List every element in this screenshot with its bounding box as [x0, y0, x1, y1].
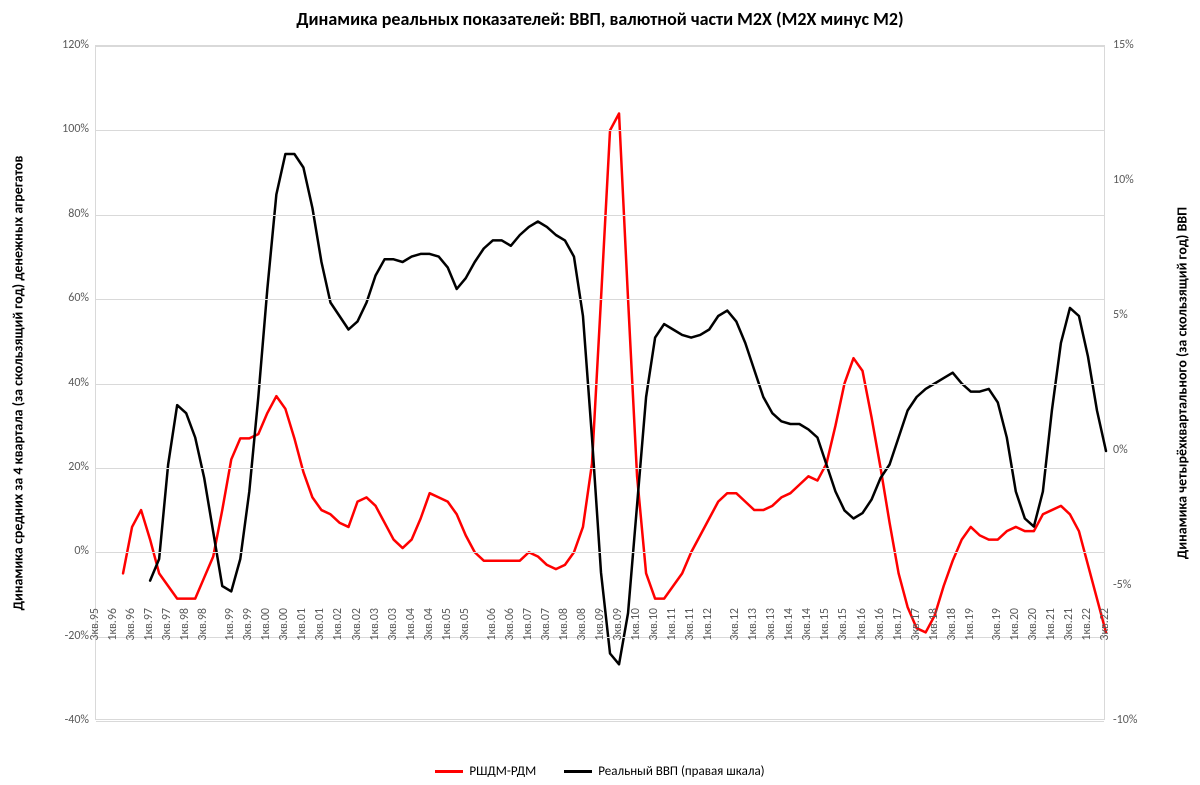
x-tick-label: 1кв.09 [593, 608, 607, 641]
gridline [96, 299, 1104, 300]
gridline [96, 46, 1104, 47]
y-left-tick-label: 120% [62, 38, 89, 52]
x-tick-label: 1кв.14 [782, 608, 796, 641]
x-tick-label: 3кв.11 [683, 608, 697, 641]
x-tick-label: 3кв.15 [836, 608, 850, 641]
x-tick-label: 3кв.04 [422, 608, 436, 641]
x-tick-label: 3кв.14 [800, 608, 814, 641]
x-tick-label: 3кв.00 [277, 608, 291, 641]
x-tick-label: 1кв.05 [440, 608, 454, 641]
gridline [96, 468, 1104, 469]
x-tick-label: 1кв.01 [295, 608, 309, 641]
x-tick-label: 3кв.22 [1098, 608, 1112, 641]
x-tick-label: 1кв.98 [178, 608, 192, 641]
y-left-tick-label: -20% [65, 629, 89, 643]
legend-swatch [435, 770, 463, 773]
x-tick-label: 3кв.99 [241, 608, 255, 641]
y-right-tick-label: 5% [1113, 308, 1128, 322]
x-tick-label: 1кв.16 [855, 608, 869, 641]
legend-label: РШДМ-РДМ [469, 764, 536, 779]
x-tick-label: 3кв.08 [575, 608, 589, 641]
series-line [123, 114, 1106, 633]
legend-swatch [564, 770, 592, 773]
chart-title: Динамика реальных показателей: ВВП, валю… [0, 8, 1200, 30]
gridline [96, 215, 1104, 216]
x-tick-label: 1кв.10 [629, 608, 643, 641]
y-left-tick-label: -40% [65, 713, 89, 727]
x-tick-label: 3кв.18 [945, 608, 959, 641]
x-tick-label: 3кв.96 [124, 608, 138, 641]
x-tick-label: 1кв.17 [891, 608, 905, 641]
y-right-tick-label: 0% [1113, 443, 1128, 457]
x-tick-label: 1кв.08 [557, 608, 571, 641]
x-tick-label: 1кв.11 [665, 608, 679, 641]
x-tick-label: 1кв.99 [223, 608, 237, 641]
x-tick-label: 3кв.03 [386, 608, 400, 641]
y-right-tick-label: -10% [1113, 713, 1137, 727]
x-tick-label: 3кв.05 [458, 608, 472, 641]
y-right-axis-title: Динамика четырёхквартального (за скользя… [1174, 206, 1191, 558]
x-tick-label: 3кв.21 [1062, 608, 1076, 641]
gridline [96, 130, 1104, 131]
chart-container: Динамика реальных показателей: ВВП, валю… [0, 0, 1200, 785]
x-tick-label: 3кв.98 [196, 608, 210, 641]
x-tick-label: 1кв.22 [1080, 608, 1094, 641]
y-left-tick-label: 20% [68, 460, 89, 474]
legend-item: Реальный ВВП (правая шкала) [564, 764, 764, 779]
legend-label: Реальный ВВП (правая шкала) [598, 764, 764, 779]
x-tick-label: 3кв.06 [503, 608, 517, 641]
y-left-tick-label: 40% [68, 376, 89, 390]
x-tick-label: 3кв.16 [873, 608, 887, 641]
x-tick-label: 3кв.19 [990, 608, 1004, 641]
y-right-tick-label: 15% [1113, 38, 1134, 52]
x-tick-label: 1кв.18 [927, 608, 941, 641]
x-tick-label: 3кв.13 [764, 608, 778, 641]
gridline [96, 384, 1104, 385]
x-tick-label: 1кв.19 [963, 608, 977, 641]
y-right-tick-label: 10% [1113, 173, 1134, 187]
y-left-tick-label: 0% [74, 544, 89, 558]
x-tick-label: 1кв.06 [485, 608, 499, 641]
series-line [150, 154, 1106, 664]
x-tick-label: 1кв.97 [142, 608, 156, 641]
x-tick-label: 3кв.07 [539, 608, 553, 641]
x-tick-label: 1кв.02 [331, 608, 345, 641]
y-left-tick-label: 80% [68, 207, 89, 221]
y-right-tick-label: -5% [1113, 578, 1131, 592]
x-tick-label: 1кв.20 [1008, 608, 1022, 641]
x-tick-label: 3кв.20 [1026, 608, 1040, 641]
x-tick-label: 1кв.00 [259, 608, 273, 641]
gridline [96, 552, 1104, 553]
x-tick-label: 1кв.12 [701, 608, 715, 641]
y-left-axis-title: Динамика средних за 4 квартала (за сколь… [10, 155, 27, 610]
x-tick-label: 1кв.03 [368, 608, 382, 641]
x-tick-label: 1кв.15 [818, 608, 832, 641]
legend: РШДМ-РДМ Реальный ВВП (правая шкала) [0, 762, 1200, 779]
x-tick-label: 3кв.10 [647, 608, 661, 641]
x-tick-label: 3кв.09 [611, 608, 625, 641]
x-tick-label: 3кв.17 [909, 608, 923, 641]
x-tick-label: 1кв.13 [746, 608, 760, 641]
x-tick-label: 3кв.95 [88, 608, 102, 641]
y-left-tick-label: 60% [68, 291, 89, 305]
gridline [96, 721, 1104, 722]
y-left-tick-label: 100% [62, 122, 89, 136]
x-tick-label: 3кв.02 [350, 608, 364, 641]
x-tick-label: 3кв.12 [728, 608, 742, 641]
legend-item: РШДМ-РДМ [435, 764, 536, 779]
x-tick-label: 1кв.96 [106, 608, 120, 641]
x-tick-label: 1кв.04 [404, 608, 418, 641]
x-tick-label: 1кв.07 [521, 608, 535, 641]
x-tick-label: 1кв.21 [1044, 608, 1058, 641]
x-tick-label: 3кв.01 [313, 608, 327, 641]
x-tick-label: 3кв.97 [160, 608, 174, 641]
